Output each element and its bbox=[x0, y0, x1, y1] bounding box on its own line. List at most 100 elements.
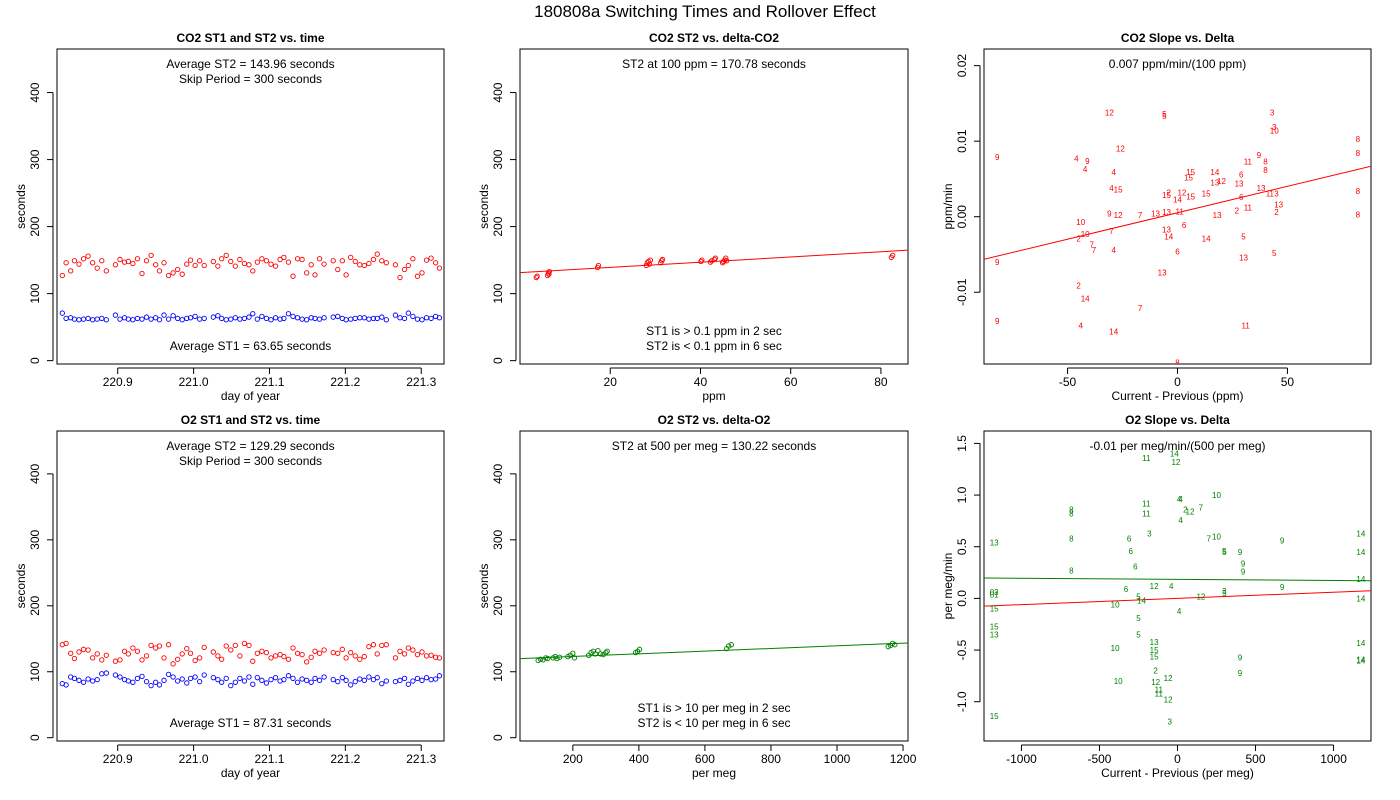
data-point-label: 6 bbox=[1239, 193, 1244, 202]
data-point bbox=[254, 650, 260, 656]
data-point bbox=[268, 677, 274, 683]
fit-line bbox=[520, 642, 908, 660]
data-point bbox=[197, 316, 203, 322]
y-tick-label: 1.5 bbox=[955, 435, 969, 452]
data-point-label: 14 bbox=[1356, 529, 1365, 538]
data-point-label: 3 bbox=[1272, 123, 1277, 132]
data-point bbox=[339, 258, 345, 264]
data-point bbox=[423, 653, 430, 659]
data-point bbox=[161, 677, 167, 683]
data-point bbox=[723, 258, 730, 264]
chart-annotation: ST1 is > 0.1 ppm in 2 sec bbox=[646, 324, 782, 338]
data-point-label: 03 bbox=[990, 588, 999, 597]
data-point bbox=[401, 266, 408, 273]
data-point bbox=[892, 642, 898, 648]
data-point bbox=[299, 676, 305, 682]
data-point bbox=[259, 677, 265, 683]
data-point bbox=[103, 317, 109, 323]
y-axis: -0.01 0.00 0.01 0.02 ppm/min bbox=[941, 54, 981, 306]
data-point-label: 14 bbox=[1356, 639, 1365, 648]
data-point bbox=[175, 678, 181, 684]
data-point bbox=[68, 650, 74, 656]
series-st2 bbox=[535, 640, 898, 664]
data-point bbox=[156, 268, 163, 274]
data-point bbox=[410, 678, 416, 684]
data-point bbox=[68, 268, 74, 274]
chart-title: O2 ST2 vs. delta-O2 bbox=[658, 413, 771, 427]
data-point-label: 2 bbox=[1153, 667, 1158, 676]
plot-frame bbox=[519, 48, 909, 365]
data-point-label: 6 bbox=[1175, 247, 1180, 256]
x-axis-label: per meg bbox=[692, 766, 736, 780]
data-point bbox=[294, 679, 301, 685]
data-point-label: 3 bbox=[1167, 717, 1172, 726]
data-point bbox=[259, 256, 265, 262]
x-axis-label: Current - Previous (per meg) bbox=[1101, 766, 1254, 780]
data-point-label: 8 bbox=[1356, 187, 1361, 196]
data-point-label: 10 bbox=[1081, 230, 1090, 239]
data-point bbox=[85, 676, 91, 682]
data-point bbox=[134, 315, 141, 322]
data-point-label: 10 bbox=[1270, 127, 1279, 136]
data-point-label: 14 bbox=[1164, 232, 1173, 241]
data-point bbox=[308, 262, 314, 268]
data-point-label: 14 bbox=[1173, 195, 1182, 204]
data-point bbox=[299, 256, 305, 263]
data-point-label: 6 bbox=[1182, 221, 1187, 230]
y-tick-label: 400 bbox=[491, 82, 505, 102]
data-point bbox=[290, 313, 296, 320]
chart-title: O2 ST1 and ST2 vs. time bbox=[181, 413, 321, 427]
data-point bbox=[370, 256, 377, 263]
data-point bbox=[534, 273, 540, 279]
data-point-label: 5 bbox=[1272, 249, 1277, 258]
data-point bbox=[281, 315, 287, 322]
y-tick-label: 300 bbox=[491, 149, 505, 169]
y-axis-label: seconds bbox=[477, 184, 491, 229]
data-point-label: 2 bbox=[1183, 506, 1188, 515]
data-point-label: 15 bbox=[1186, 192, 1195, 201]
data-point bbox=[636, 646, 643, 652]
data-point bbox=[184, 315, 190, 322]
x-tick-label: 0 bbox=[1174, 375, 1181, 389]
data-point bbox=[728, 642, 734, 648]
data-point bbox=[80, 646, 87, 652]
x-tick-label: 50 bbox=[1281, 375, 1295, 389]
y-axis-label: seconds bbox=[477, 564, 491, 609]
chart-annotation: 0.007 ppm/min/(100 ppm) bbox=[1109, 57, 1246, 71]
data-point bbox=[139, 270, 145, 277]
x-tick-label: 221.3 bbox=[406, 375, 436, 389]
data-point bbox=[361, 677, 367, 683]
data-point bbox=[436, 315, 443, 321]
data-point-label: 13 bbox=[1257, 184, 1266, 193]
data-point bbox=[170, 674, 176, 680]
data-point bbox=[304, 677, 310, 683]
y-tick-label: 300 bbox=[491, 529, 505, 549]
data-point bbox=[290, 645, 296, 651]
data-point bbox=[321, 315, 327, 321]
data-point-label: 12 bbox=[1105, 108, 1114, 117]
chart-annotation: ST2 is < 0.1 ppm in 6 sec bbox=[646, 339, 782, 353]
data-point-label: 5 bbox=[1136, 631, 1141, 640]
x-axis-label: ppm bbox=[702, 389, 725, 403]
data-point bbox=[379, 642, 385, 649]
data-point bbox=[219, 656, 225, 662]
data-point bbox=[117, 256, 123, 263]
data-point bbox=[556, 654, 563, 660]
data-point bbox=[117, 316, 123, 322]
data-point bbox=[383, 260, 389, 266]
data-point bbox=[308, 679, 314, 685]
x-axis: 20 40 60 80 ppm bbox=[604, 367, 888, 403]
data-point bbox=[121, 259, 128, 265]
data-point-label: 5 bbox=[1241, 232, 1246, 241]
data-point bbox=[712, 255, 719, 261]
data-point bbox=[161, 312, 167, 318]
data-point bbox=[254, 675, 260, 681]
data-point bbox=[152, 262, 159, 268]
data-point bbox=[219, 679, 225, 685]
data-point bbox=[281, 677, 287, 683]
y-tick-label: -0.5 bbox=[955, 639, 969, 660]
data-point bbox=[148, 642, 154, 649]
x-tick-label: 500 bbox=[1246, 752, 1266, 766]
data-point bbox=[71, 675, 78, 681]
